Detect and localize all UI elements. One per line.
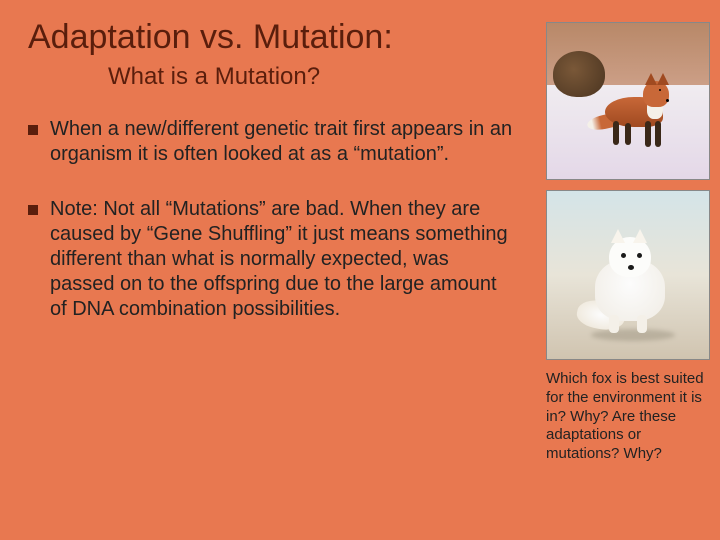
bullet-icon — [28, 205, 38, 215]
image-column: Which fox is best suited for the environ… — [546, 22, 716, 464]
slide: Adaptation vs. Mutation: What is a Mutat… — [0, 0, 720, 540]
bullet-text: Note: Not all “Mutations” are bad. When … — [50, 197, 518, 322]
arctic-fox-photo — [546, 190, 710, 360]
red-fox-photo — [546, 22, 710, 180]
list-item: Note: Not all “Mutations” are bad. When … — [28, 197, 518, 322]
bullet-text: When a new/different genetic trait first… — [50, 117, 518, 167]
list-item: When a new/different genetic trait first… — [28, 117, 518, 167]
image-caption: Which fox is best suited for the environ… — [546, 370, 716, 464]
bullet-icon — [28, 125, 38, 135]
bullet-list: When a new/different genetic trait first… — [28, 117, 518, 352]
